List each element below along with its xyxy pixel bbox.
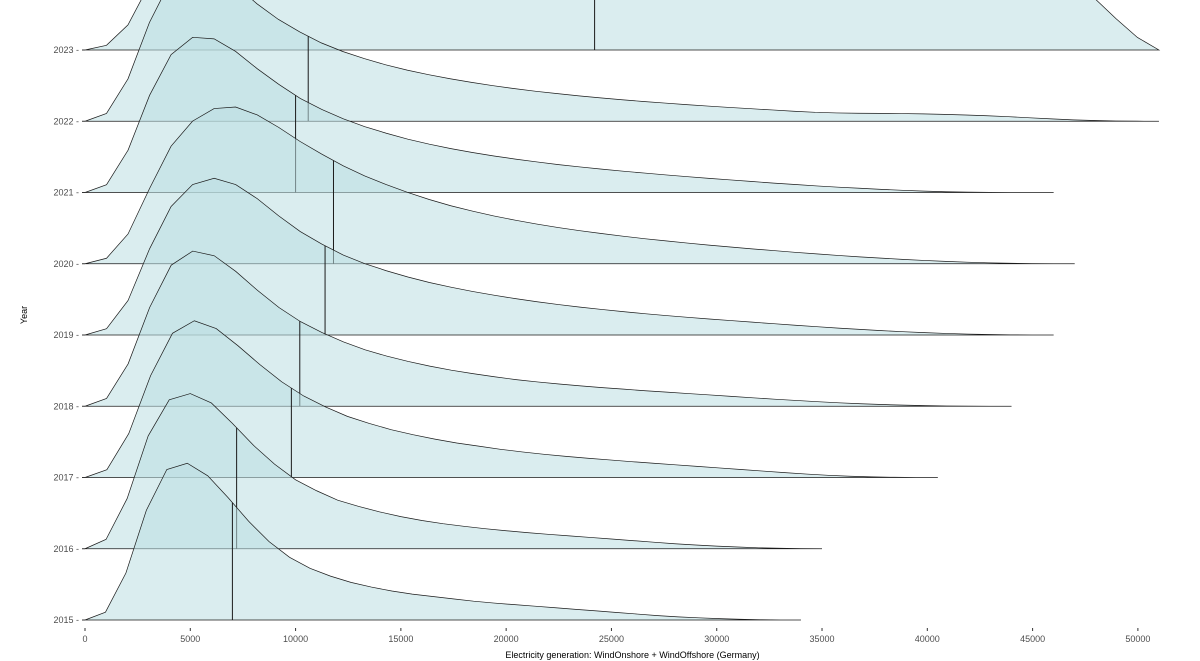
- y-tick-label: 2017 -: [53, 473, 79, 483]
- y-tick-label: 2022 -: [53, 116, 79, 126]
- x-tick-label: 10000: [283, 634, 308, 644]
- y-axis-title: Year: [19, 306, 29, 324]
- y-tick-label: 2015 -: [53, 615, 79, 625]
- y-tick-label: 2020 -: [53, 259, 79, 269]
- x-tick-label: 45000: [1020, 634, 1045, 644]
- x-tick-label: 50000: [1125, 634, 1150, 644]
- y-tick-label: 2016 -: [53, 544, 79, 554]
- y-tick-label: 2018 -: [53, 401, 79, 411]
- x-tick-label: 0: [82, 634, 87, 644]
- y-tick-label: 2019 -: [53, 330, 79, 340]
- y-tick-label: 2021 -: [53, 188, 79, 198]
- x-tick-label: 25000: [599, 634, 624, 644]
- x-tick-label: 5000: [180, 634, 200, 644]
- x-tick-label: 15000: [388, 634, 413, 644]
- x-tick-label: 40000: [915, 634, 940, 644]
- x-tick-label: 20000: [494, 634, 519, 644]
- x-axis-title: Electricity generation: WindOnshore + Wi…: [505, 650, 759, 660]
- ridgeline-plot: 2015 - 2016 - 2017 - 2018 - 2019 - 2020 - 2021…: [0, 0, 1200, 661]
- y-tick-label: 2023 -: [53, 45, 79, 55]
- x-tick-label: 30000: [704, 634, 729, 644]
- x-tick-label: 35000: [810, 634, 835, 644]
